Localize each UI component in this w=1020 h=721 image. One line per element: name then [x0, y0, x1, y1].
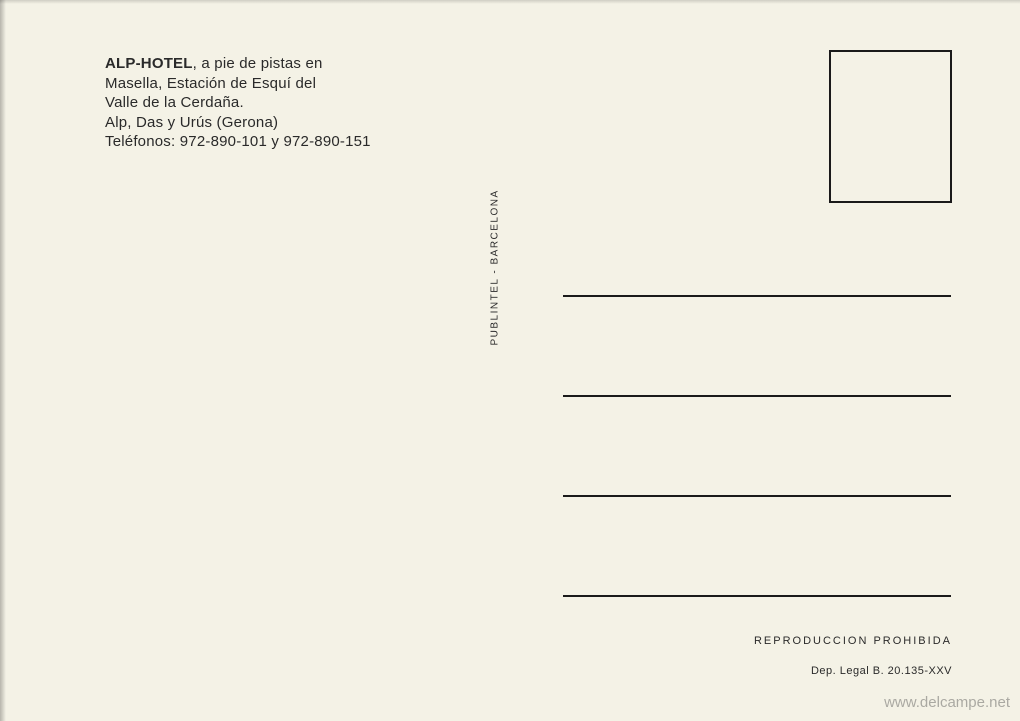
publisher-divider: PUBLINTEL - BARCELONA	[490, 189, 501, 345]
header-line-4: Alp, Das y Urús (Gerona)	[105, 113, 371, 133]
edge-shadow-left	[0, 0, 6, 721]
address-line-3	[563, 495, 951, 497]
reproduction-notice: REPRODUCCION PROHIBIDA	[754, 635, 952, 647]
address-line-4	[563, 595, 951, 597]
watermark: www.delcampe.net	[884, 694, 1010, 711]
header-line-3: Valle de la Cerdaña.	[105, 93, 371, 113]
header-line-1: ALP-HOTEL, a pie de pistas en	[105, 54, 371, 74]
header-line-1-rest: , a pie de pistas en	[193, 55, 323, 72]
sender-info: ALP-HOTEL, a pie de pistas en Masella, E…	[105, 54, 371, 152]
hotel-name: ALP-HOTEL	[105, 55, 193, 72]
legal-deposit: Dep. Legal B. 20.135-XXV	[811, 665, 952, 677]
header-line-2: Masella, Estación de Esquí del	[105, 74, 371, 94]
header-line-5: Teléfonos: 972-890-101 y 972-890-151	[105, 132, 371, 152]
address-line-1	[563, 295, 951, 297]
stamp-box	[829, 50, 952, 203]
address-line-2	[563, 395, 951, 397]
postcard-back: ALP-HOTEL, a pie de pistas en Masella, E…	[0, 0, 1020, 721]
edge-shadow-top	[0, 0, 1020, 4]
